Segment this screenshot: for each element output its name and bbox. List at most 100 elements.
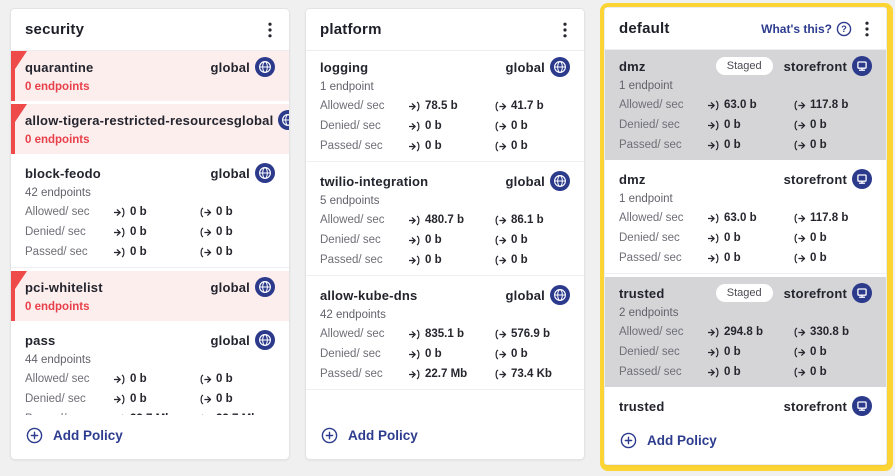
endpoint-count: 1 endpoint	[619, 193, 673, 205]
endpoint-count: 0 endpoints	[25, 81, 90, 93]
add-policy-button[interactable]: Add Policy	[605, 420, 886, 464]
stat-label: Allowed/ sec	[619, 326, 684, 338]
policy-card-allow-tigera-restricted-resources[interactable]: allow-tigera-restricted-resources global…	[11, 104, 289, 154]
policy-name: logging	[320, 59, 369, 75]
stat-value: 0 b	[130, 246, 147, 258]
stat-value: 0 b	[425, 234, 442, 246]
egress-arrow-icon	[793, 140, 806, 151]
stat-value: 0 b	[511, 234, 528, 246]
ingress-stat: 78.5 b	[408, 99, 494, 113]
stat-value: 576.9 b	[511, 328, 550, 340]
scope-label: global	[505, 287, 545, 303]
ingress-arrow-icon	[707, 253, 720, 264]
stat-label: Passed/ sec	[25, 412, 113, 415]
egress-arrow-icon	[793, 213, 806, 224]
stat-value: 0 b	[724, 119, 741, 131]
egress-arrow-icon	[494, 215, 507, 226]
policy-card-block-feodo[interactable]: block-feodo global 42 endpoints Allowed/…	[11, 157, 289, 268]
stat-row-denied: Denied/ sec 0 b 0 b	[25, 392, 275, 406]
endpoint-count: 1 endpoint	[619, 80, 673, 92]
egress-arrow-icon	[494, 235, 507, 246]
ingress-stat: 835.1 b	[408, 327, 494, 341]
endpoint-count: 1 endpoint	[320, 81, 374, 93]
egress-stat: 0 b	[199, 392, 233, 406]
egress-stat: 117.8 b	[793, 98, 848, 112]
stat-row-passed: Passed/ sec 0 b 0 b	[25, 245, 275, 259]
whats-this-link[interactable]: What's this?	[761, 21, 852, 37]
ingress-stat: 0 b	[707, 251, 793, 265]
policy-card-pci-whitelist[interactable]: pci-whitelist global 0 endpoints	[11, 271, 289, 321]
ingress-arrow-icon	[408, 235, 421, 246]
stat-label: Passed/ sec	[25, 246, 88, 258]
ingress-arrow-icon	[707, 120, 720, 131]
monitor-icon	[852, 396, 872, 416]
policy-card-dmz[interactable]: dmz storefront 1 endpoint Allowed/ sec 6…	[605, 163, 886, 274]
egress-arrow-icon	[793, 253, 806, 264]
stat-label: Passed/ sec	[619, 366, 682, 378]
egress-arrow-icon	[793, 120, 806, 131]
stat-value: 117.8 b	[810, 99, 849, 111]
policy-card-pass[interactable]: pass global 44 endpoints Allowed/ sec 0 …	[11, 324, 289, 415]
tier-security: security quarantine global 0 endpoints a…	[10, 8, 290, 460]
egress-arrow-icon	[494, 329, 507, 340]
policy-card-twilio-integration[interactable]: twilio-integration global 5 endpoints Al…	[306, 165, 584, 276]
add-policy-button[interactable]: Add Policy	[306, 415, 584, 459]
policy-card-trusted-staged[interactable]: trusted Staged storefront 2 endpoints Al…	[605, 277, 886, 387]
stat-value: 294.8 b	[724, 326, 763, 338]
stat-value: 0 b	[425, 254, 442, 266]
plus-circle-icon	[620, 432, 637, 449]
ingress-arrow-icon	[113, 374, 126, 385]
stat-label: Passed/ sec	[619, 139, 682, 151]
globe-icon	[255, 330, 275, 350]
stat-label: Passed/ sec	[619, 252, 682, 264]
globe-icon	[255, 277, 275, 297]
ingress-stat: 22.7 Mb	[408, 367, 494, 381]
stat-row-passed: Passed/ sec 0 b 0 b	[320, 253, 570, 267]
stat-value: 0 b	[511, 254, 528, 266]
policy-card-trusted[interactable]: trusted storefront	[605, 390, 886, 420]
endpoint-count: 0 endpoints	[25, 134, 90, 146]
add-policy-label: Add Policy	[647, 433, 717, 448]
stat-label: Denied/ sec	[619, 346, 680, 358]
stat-value: 480.7 b	[425, 214, 464, 226]
ingress-stat: 22.7 Mb	[113, 412, 199, 415]
policy-card-logging[interactable]: logging global 1 endpoint Allowed/ sec 7…	[306, 51, 584, 162]
tier-menu-kebab-icon[interactable]	[560, 20, 570, 40]
egress-arrow-icon	[199, 394, 212, 405]
plus-circle-icon	[321, 427, 338, 444]
tier-menu-kebab-icon[interactable]	[862, 19, 872, 39]
stat-label: Allowed/ sec	[25, 206, 90, 218]
globe-icon	[278, 110, 289, 130]
egress-stat: 0 b	[494, 233, 528, 247]
stat-row-passed: Passed/ sec 0 b 0 b	[619, 138, 872, 152]
stat-value: 0 b	[724, 252, 741, 264]
stat-value: 0 b	[724, 139, 741, 151]
ingress-arrow-icon	[113, 207, 126, 218]
policy-card-quarantine[interactable]: quarantine global 0 endpoints	[11, 51, 289, 101]
help-question-icon	[836, 21, 852, 37]
egress-arrow-icon	[793, 347, 806, 358]
tier-menu-kebab-icon[interactable]	[265, 20, 275, 40]
ingress-arrow-icon	[113, 227, 126, 238]
tier-title: security	[25, 21, 85, 38]
policy-name: allow-tigera-restricted-resources	[25, 112, 234, 128]
monitor-icon	[852, 169, 872, 189]
ingress-stat: 480.7 b	[408, 213, 494, 227]
add-policy-button[interactable]: Add Policy	[11, 415, 289, 459]
stat-value: 86.1 b	[511, 214, 544, 226]
policy-card-allow-kube-dns[interactable]: allow-kube-dns global 42 endpoints Allow…	[306, 279, 584, 390]
stat-row-allowed: Allowed/ sec 294.8 b 330.8 b	[619, 325, 872, 339]
stat-label: Denied/ sec	[320, 234, 381, 246]
stat-label: Allowed/ sec	[25, 373, 90, 385]
ingress-arrow-icon	[408, 255, 421, 266]
stat-row-denied: Denied/ sec 0 b 0 b	[320, 233, 570, 247]
policy-card-dmz-staged[interactable]: dmz Staged storefront 1 endpoint Allowed…	[605, 50, 886, 160]
stat-value: 0 b	[724, 366, 741, 378]
ingress-stat: 63.0 b	[707, 211, 793, 225]
endpoint-count: 42 endpoints	[25, 187, 91, 199]
scope-label: global	[233, 112, 274, 128]
whats-this-label: What's this?	[761, 21, 832, 36]
policy-name: pass	[25, 332, 56, 348]
egress-arrow-icon	[494, 101, 507, 112]
egress-arrow-icon	[199, 414, 212, 416]
